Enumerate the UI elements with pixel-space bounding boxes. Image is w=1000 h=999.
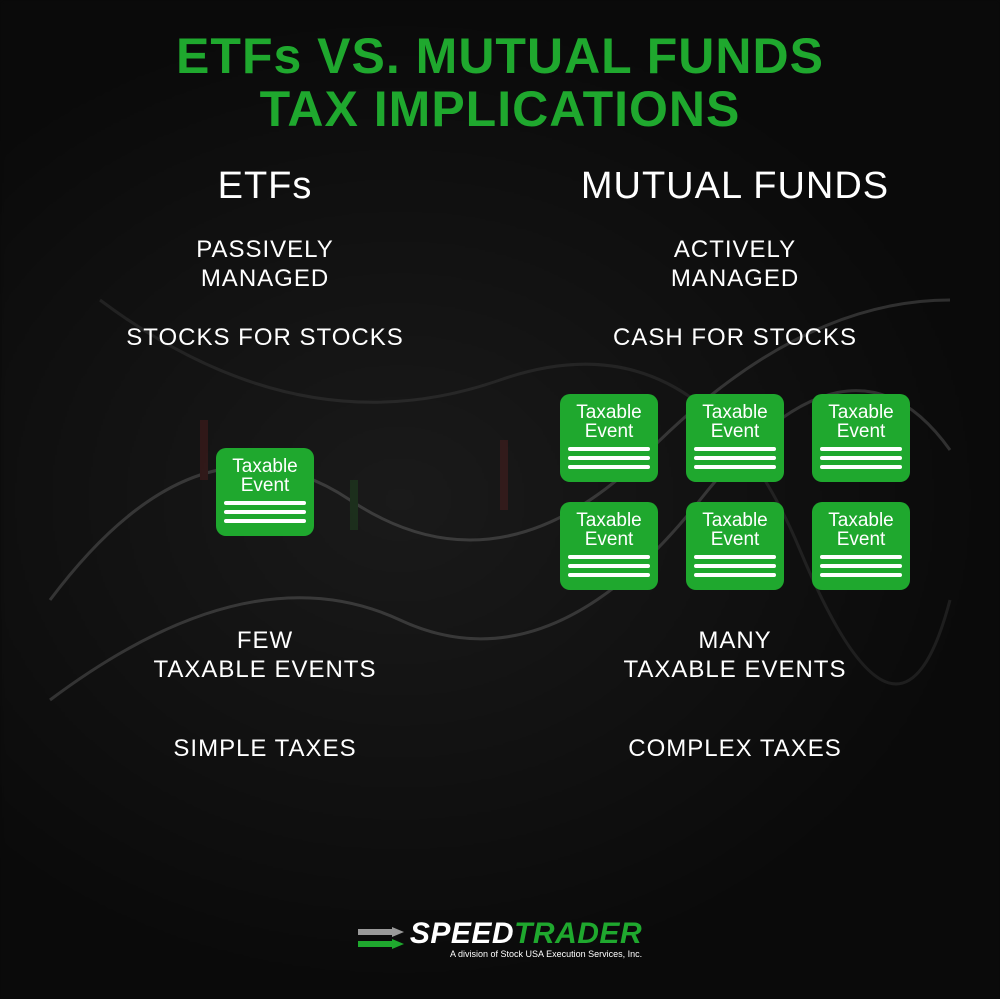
- taxable-event-card: TaxableEvent: [560, 394, 658, 482]
- taxable-event-label: TaxableEvent: [702, 511, 768, 549]
- main-container: ETFs VS. MUTUAL FUNDS TAX IMPLICATIONS E…: [0, 0, 1000, 999]
- taxable-event-label: TaxableEvent: [576, 511, 642, 549]
- taxable-event-card: TaxableEvent: [812, 502, 910, 590]
- etfs-exchange: STOCKS FOR STOCKS: [126, 324, 404, 353]
- taxable-event-card: TaxableEvent: [216, 448, 314, 536]
- card-lines-icon: [568, 447, 650, 469]
- taxable-event-label: TaxableEvent: [576, 403, 642, 441]
- title-line-1: ETFs VS. MUTUAL FUNDS: [40, 30, 960, 83]
- taxable-event-label: TaxableEvent: [232, 457, 298, 495]
- mutual-funds-column: MUTUAL FUNDS ACTIVELYMANAGED CASH FOR ST…: [510, 165, 960, 917]
- etfs-taxes: SIMPLE TAXES: [173, 735, 356, 764]
- card-lines-icon: [568, 555, 650, 577]
- logo-text: SPEEDTRADER: [410, 917, 642, 951]
- main-title: ETFs VS. MUTUAL FUNDS TAX IMPLICATIONS: [40, 30, 960, 135]
- logo-speed: SPEED: [410, 917, 514, 950]
- card-lines-icon: [694, 555, 776, 577]
- footer: SPEEDTRADER A division of Stock USA Exec…: [40, 917, 960, 969]
- card-lines-icon: [224, 501, 306, 523]
- card-lines-icon: [820, 555, 902, 577]
- taxable-event-card: TaxableEvent: [560, 502, 658, 590]
- comparison-columns: ETFs PASSIVELYMANAGED STOCKS FOR STOCKS …: [40, 165, 960, 917]
- taxable-event-card: TaxableEvent: [686, 394, 784, 482]
- mutual-funds-events: MANYTAXABLE EVENTS: [624, 627, 847, 685]
- etfs-managed: PASSIVELYMANAGED: [196, 236, 334, 294]
- mutual-funds-card-grid: TaxableEvent TaxableEvent TaxableEvent Taxa…: [560, 394, 910, 590]
- mutual-funds-managed: ACTIVELYMANAGED: [671, 236, 799, 294]
- title-line-2: TAX IMPLICATIONS: [40, 83, 960, 136]
- taxable-event-label: TaxableEvent: [828, 511, 894, 549]
- etfs-icon-area: TaxableEvent: [40, 382, 490, 602]
- logo-trader: TRADER: [514, 917, 642, 950]
- card-lines-icon: [820, 447, 902, 469]
- taxable-event-card: TaxableEvent: [686, 502, 784, 590]
- taxable-event-card: TaxableEvent: [812, 394, 910, 482]
- speedtrader-logo: SPEEDTRADER A division of Stock USA Exec…: [358, 917, 642, 959]
- mutual-funds-header: MUTUAL FUNDS: [581, 165, 889, 208]
- etfs-header: ETFs: [218, 165, 313, 208]
- mutual-funds-exchange: CASH FOR STOCKS: [613, 324, 857, 353]
- card-lines-icon: [694, 447, 776, 469]
- mutual-funds-icon-area: TaxableEvent TaxableEvent TaxableEvent Taxa…: [510, 382, 960, 602]
- taxable-event-label: TaxableEvent: [828, 403, 894, 441]
- etfs-card-container: TaxableEvent: [216, 448, 314, 536]
- taxable-event-label: TaxableEvent: [702, 403, 768, 441]
- mutual-funds-taxes: COMPLEX TAXES: [628, 735, 842, 764]
- etfs-events: FEWTAXABLE EVENTS: [154, 627, 377, 685]
- logo-arrow-icon: [358, 927, 404, 949]
- logo-text-wrap: SPEEDTRADER A division of Stock USA Exec…: [410, 917, 642, 959]
- etfs-column: ETFs PASSIVELYMANAGED STOCKS FOR STOCKS …: [40, 165, 490, 917]
